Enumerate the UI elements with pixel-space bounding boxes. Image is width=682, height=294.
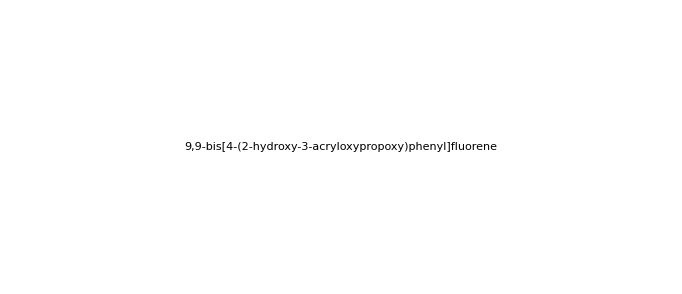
Text: 9,9-bis[4-(2-hydroxy-3-acryloxypropoxy)phenyl]fluorene: 9,9-bis[4-(2-hydroxy-3-acryloxypropoxy)p… — [185, 142, 497, 152]
